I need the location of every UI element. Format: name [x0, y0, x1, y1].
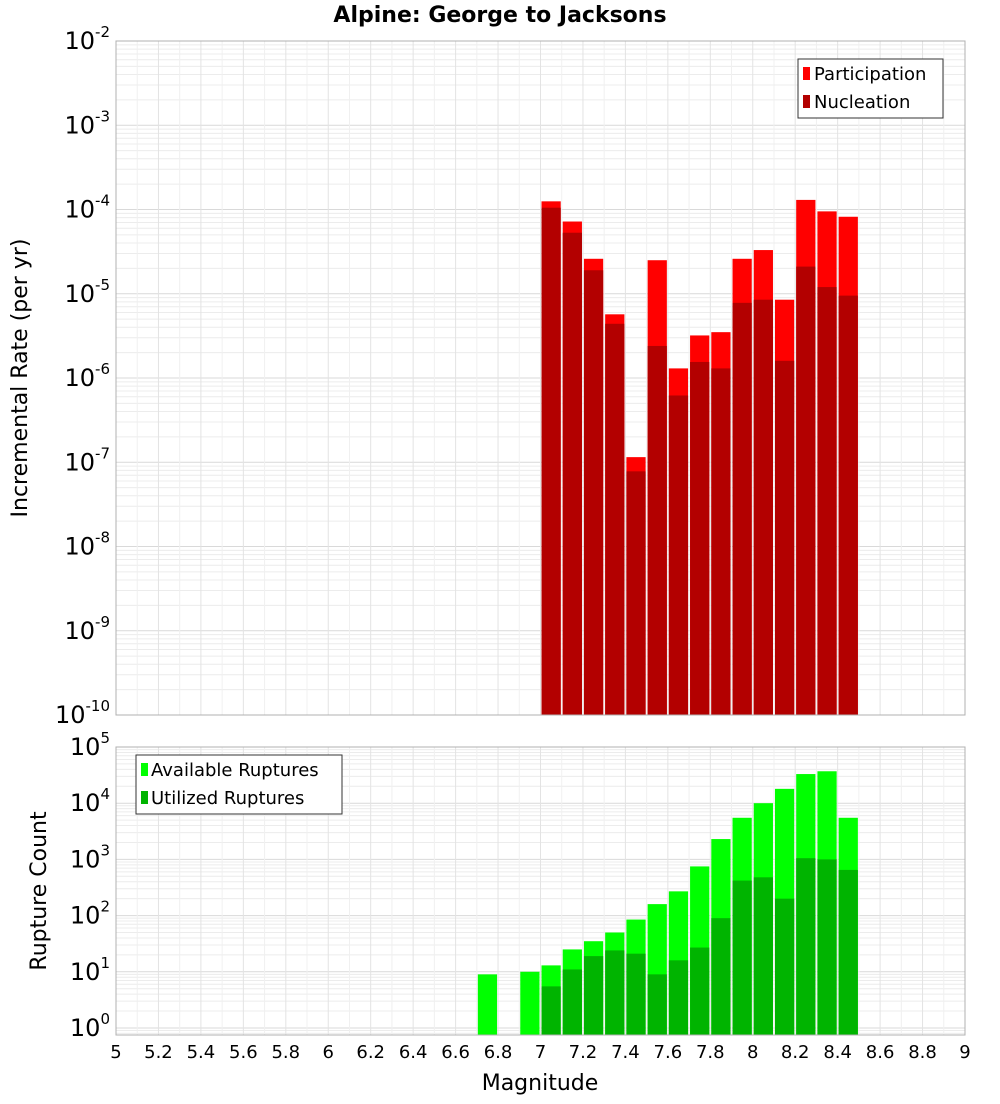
y-tick-label: 100	[70, 1010, 110, 1042]
y-tick-label: 10-2	[64, 23, 110, 55]
available-bar	[520, 971, 540, 1035]
rate-gridlines	[115, 41, 966, 716]
rate-y-ticks: 10-10 10-9 10-8 10-7 10-6 10-5 10-4 10-3 10-2	[55, 23, 110, 729]
utilized-bar	[711, 918, 731, 1035]
x-tick-label: 5.4	[187, 1042, 216, 1063]
rate-legend: Participation Nucleation	[797, 58, 944, 119]
utilized-bar	[690, 947, 710, 1035]
y-tick-label: 101	[70, 954, 110, 986]
utilized-bar	[753, 877, 773, 1035]
y-tick-label: 10-10	[55, 697, 110, 729]
x-tick-label: 8.6	[866, 1042, 895, 1063]
nucleation-bar	[626, 471, 646, 715]
x-tick-label: 5.8	[271, 1042, 300, 1063]
nucleation-bar	[647, 345, 667, 715]
x-tick-label: 5.6	[229, 1042, 258, 1063]
nucleation-bar	[838, 295, 858, 715]
rate-legend-box	[797, 58, 944, 119]
rate-bars	[541, 199, 858, 716]
utilized-bar	[796, 858, 816, 1035]
available-bar	[477, 974, 498, 1035]
x-tick-label: 8.4	[823, 1042, 852, 1063]
utilized-bar	[668, 960, 689, 1035]
x-tick-label: 6	[323, 1042, 334, 1063]
x-tick-labels: 5 5.2 5.4 5.6 5.8 6 6.2 6.4 6.6 6.8 7 7.2 7.4 7.6 7.8 8…	[110, 1042, 970, 1063]
nucleation-bar	[690, 361, 710, 715]
utilized-bar	[626, 953, 646, 1035]
utilized-swatch	[141, 791, 148, 804]
nucleation-bar	[668, 395, 689, 715]
nucleation-swatch	[803, 95, 810, 108]
count-legend: Available Ruptures Utilized Ruptures	[135, 754, 343, 815]
y-tick-label: 10-6	[64, 360, 110, 392]
utilized-bar	[838, 869, 858, 1035]
legend-utilized: Utilized Ruptures	[151, 788, 304, 809]
y-tick-label: 10-9	[64, 613, 110, 645]
chart-title: Alpine: George to Jacksons	[333, 3, 666, 28]
x-tick-label: 8.2	[781, 1042, 810, 1063]
x-tick-label: 8	[747, 1042, 758, 1063]
x-tick-label: 8.8	[908, 1042, 937, 1063]
x-axis-label: Magnitude	[482, 1071, 599, 1096]
utilized-bar	[605, 950, 625, 1035]
y-tick-label: 103	[70, 841, 110, 873]
x-tick-label: 5.2	[144, 1042, 173, 1063]
utilized-bar	[647, 974, 667, 1035]
x-tick-label: 6.4	[399, 1042, 428, 1063]
nucleation-bar	[583, 270, 604, 715]
nucleation-bar	[711, 368, 731, 715]
legend-nucleation: Nucleation	[814, 92, 910, 113]
x-tick-label: 7	[535, 1042, 546, 1063]
rate-y-axis-label: Incremental Rate (per yr)	[8, 239, 33, 518]
y-tick-label: 104	[70, 785, 110, 817]
y-tick-label: 10-7	[64, 444, 110, 476]
legend-available: Available Ruptures	[151, 760, 319, 781]
x-tick-label: 9	[959, 1042, 970, 1063]
available-swatch	[141, 763, 148, 776]
participation-swatch	[803, 67, 810, 80]
legend-participation: Participation	[814, 64, 926, 85]
utilized-bar	[562, 969, 582, 1035]
y-tick-label: 102	[70, 898, 110, 930]
nucleation-bar	[562, 232, 582, 716]
x-tick-label: 7.4	[611, 1042, 640, 1063]
nucleation-bar	[541, 207, 561, 716]
x-tick-label: 7.8	[696, 1042, 725, 1063]
nucleation-bar	[796, 266, 816, 715]
count-y-axis-label: Rupture Count	[27, 811, 52, 971]
rate-plot-border	[115, 40, 966, 716]
nucleation-bar	[753, 299, 773, 715]
x-tick-label: 6.8	[484, 1042, 513, 1063]
utilized-bar	[817, 859, 837, 1035]
nucleation-bar	[817, 287, 837, 715]
nucleation-bar	[732, 302, 752, 715]
y-tick-label: 105	[70, 729, 110, 761]
x-tick-label: 7.2	[569, 1042, 598, 1063]
utilized-bar	[583, 956, 604, 1035]
nucleation-bar	[774, 360, 795, 715]
x-tick-label: 6.2	[356, 1042, 385, 1063]
y-tick-label: 10-3	[64, 107, 110, 139]
x-tick-label: 5	[110, 1042, 121, 1063]
count-y-ticks: 100 101 102 103 104 105	[70, 729, 110, 1042]
utilized-bar	[541, 986, 561, 1035]
nucleation-bar	[605, 323, 625, 715]
count-legend-box	[135, 754, 343, 815]
rate-plot-area	[115, 40, 966, 716]
y-tick-label: 10-5	[64, 276, 110, 308]
y-tick-label: 10-8	[64, 529, 110, 561]
count-bars	[477, 771, 858, 1035]
utilized-bar	[774, 898, 795, 1035]
y-tick-label: 10-4	[64, 192, 110, 224]
count-plot-border	[115, 746, 966, 1036]
x-tick-label: 6.6	[441, 1042, 470, 1063]
x-tick-label: 7.6	[654, 1042, 683, 1063]
utilized-bar	[732, 880, 752, 1035]
